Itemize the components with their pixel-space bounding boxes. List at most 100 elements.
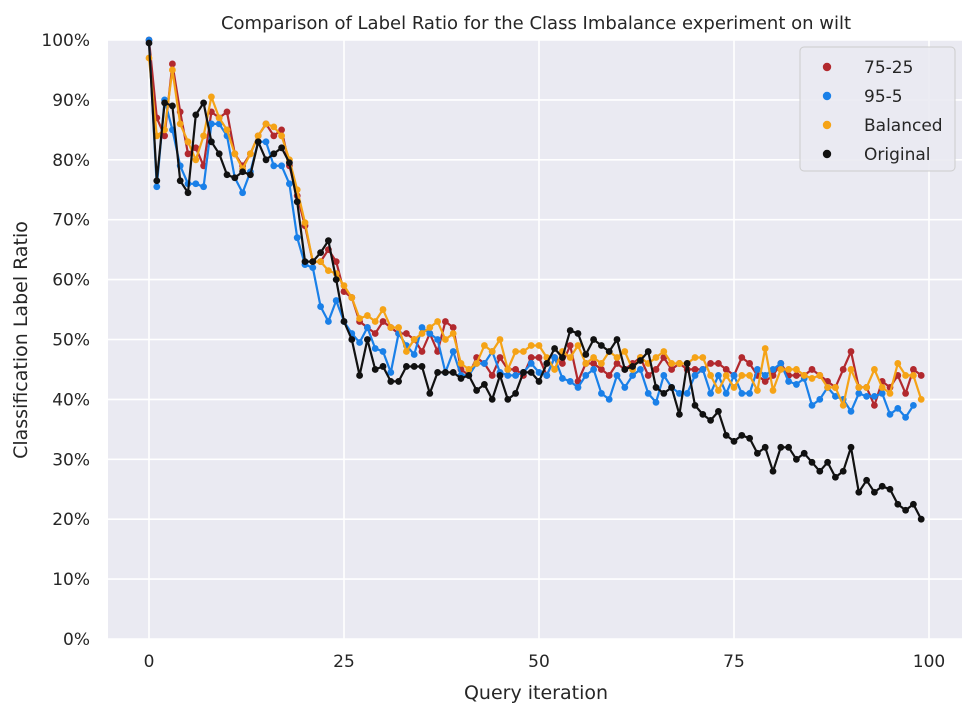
data-point: [488, 372, 496, 379]
data-point: [629, 363, 636, 370]
data-point: [520, 369, 527, 376]
data-point: [902, 372, 909, 379]
legend-label: Balanced: [864, 116, 943, 136]
data-point: [278, 132, 285, 140]
data-point: [590, 336, 597, 343]
data-point: [262, 156, 270, 164]
data-point: [730, 437, 738, 445]
data-point: [239, 168, 247, 176]
data-point: [371, 345, 379, 352]
data-point: [465, 372, 473, 379]
data-point: [504, 396, 512, 403]
data-point: [403, 330, 410, 337]
data-point: [512, 348, 519, 355]
data-point: [278, 144, 285, 152]
data-point: [785, 443, 792, 451]
data-point: [676, 360, 683, 367]
y-tick-label: 30%: [52, 450, 90, 470]
data-point: [808, 366, 816, 373]
legend-marker: [822, 62, 832, 72]
data-point: [278, 162, 285, 170]
data-point: [215, 150, 223, 158]
data-point: [863, 393, 870, 400]
series-original: [145, 39, 925, 523]
data-point: [605, 396, 613, 403]
data-point: [683, 390, 691, 397]
data-point: [832, 384, 839, 391]
y-tick-label: 80%: [52, 151, 90, 171]
data-point: [824, 384, 831, 391]
data-point: [418, 348, 426, 355]
data-point: [176, 177, 184, 185]
data-point: [808, 458, 816, 466]
data-point: [590, 366, 597, 373]
data-point: [301, 258, 309, 266]
data-point: [262, 120, 270, 128]
data-point: [364, 312, 371, 319]
data-point: [715, 407, 722, 415]
data-point: [317, 258, 324, 266]
data-point: [863, 476, 870, 484]
data-point: [598, 342, 605, 349]
data-point: [629, 372, 636, 379]
data-point: [902, 413, 909, 421]
data-point: [738, 390, 746, 397]
data-point: [746, 434, 753, 442]
data-point: [894, 404, 902, 412]
y-tick-label: 20%: [52, 510, 90, 530]
data-point: [449, 348, 457, 355]
data-point: [379, 318, 387, 325]
data-point: [371, 330, 379, 337]
data-point: [605, 372, 613, 379]
data-point: [847, 407, 855, 415]
data-point: [543, 360, 551, 367]
data-point: [832, 393, 839, 400]
data-point: [769, 366, 777, 373]
data-point: [777, 443, 785, 451]
data-point: [574, 342, 582, 349]
data-point: [847, 348, 855, 355]
data-point: [449, 324, 457, 331]
data-point: [192, 180, 200, 188]
data-point: [754, 449, 761, 457]
data-point: [325, 267, 332, 275]
data-point: [286, 159, 293, 167]
data-point: [816, 396, 824, 403]
data-point: [551, 366, 558, 373]
data-point: [871, 393, 878, 400]
data-point: [223, 108, 231, 116]
data-point: [582, 360, 590, 367]
data-point: [535, 369, 543, 376]
data-point: [574, 330, 582, 337]
data-point: [738, 372, 746, 379]
data-point: [426, 330, 434, 337]
data-point: [364, 324, 371, 331]
data-point: [208, 120, 215, 128]
data-point: [777, 360, 785, 367]
data-point: [512, 372, 519, 379]
data-point: [910, 366, 917, 373]
data-point: [332, 276, 340, 283]
data-point: [426, 390, 434, 397]
data-point: [504, 366, 512, 373]
data-point: [878, 482, 886, 490]
data-point: [598, 390, 605, 397]
legend: 75-25 95-5 Balanced Original: [799, 46, 956, 172]
data-point: [551, 354, 558, 361]
legend-marker: [822, 149, 832, 159]
data-point: [527, 360, 535, 367]
data-point: [793, 366, 800, 373]
data-point: [800, 372, 808, 379]
y-tick-label: 50%: [52, 331, 90, 351]
data-point: [169, 102, 176, 110]
data-point: [387, 324, 395, 331]
data-point: [418, 363, 426, 370]
data-point: [917, 396, 925, 403]
data-point: [395, 324, 402, 331]
data-point: [590, 360, 597, 367]
data-point: [481, 381, 488, 388]
y-tick-label: 90%: [52, 91, 90, 111]
data-point: [176, 120, 184, 128]
